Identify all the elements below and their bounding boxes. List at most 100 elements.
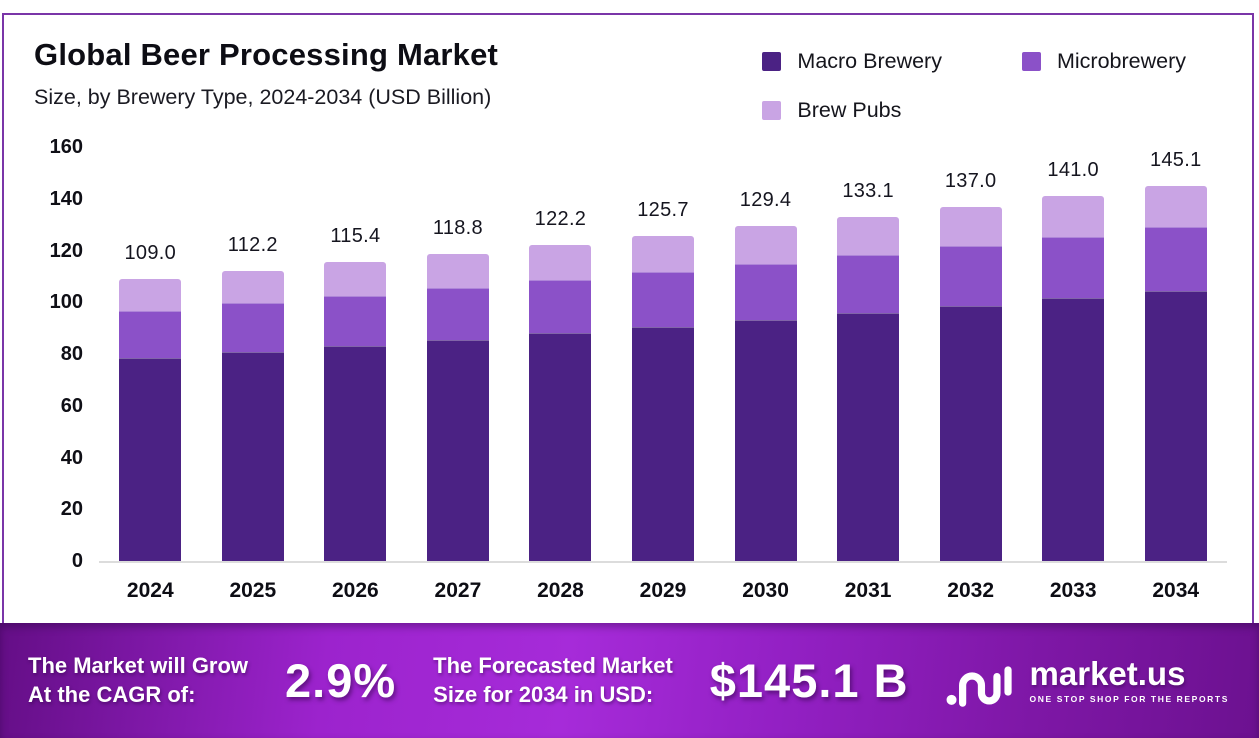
y-axis-tick-80: 80: [60, 343, 83, 365]
y-axis-tick-140: 140: [49, 187, 83, 210]
bar-segment-microbrewery: [734, 263, 797, 320]
bar-column-2024: 109.0: [99, 149, 202, 561]
chart-plot-section: 0 20 40 60 80 100 120 140 160 109.0 112.2 115.4 118.…: [4, 137, 1252, 603]
x-axis-label-2028: 2028: [537, 579, 584, 602]
bar-segment-brew-pubs: [939, 206, 1002, 247]
bar-column-2026: 115.4: [304, 149, 407, 561]
bar-segment-macro-brewery: [221, 351, 284, 561]
bar-segment-macro-brewery: [632, 326, 694, 561]
bar-total-label-2033: 141.0: [1047, 159, 1099, 182]
chart-header: Global Beer Processing Market Size, by B…: [4, 15, 1252, 123]
bar-total-label-2025: 112.2: [227, 233, 278, 256]
bar-segment-microbrewery: [221, 303, 284, 352]
plot-area: 0 20 40 60 80 100 120 140 160 109.0 112.2 115.4 118.…: [50, 137, 1227, 571]
x-axis-label-2026: 2026: [332, 579, 379, 602]
bar-total-label-2024: 109.0: [124, 241, 177, 264]
x-axis-label-2034: 2034: [1152, 579, 1200, 602]
bar-total-label-2027: 118.8: [432, 216, 483, 239]
bar-column-2031: 133.1: [817, 149, 920, 561]
y-axis-tick-160: 160: [49, 136, 83, 158]
y-axis-tick-0: 0: [71, 550, 83, 572]
stacked-bar-2031: [837, 216, 900, 561]
bar-total-label-2032: 137.0: [944, 169, 997, 192]
title-block: Global Beer Processing Market Size, by B…: [34, 37, 498, 110]
bar-segment-macro-brewery: [426, 339, 489, 561]
bar-column-2030: 129.4: [714, 149, 817, 561]
forecast-label-line1: The Forecasted Market: [433, 652, 673, 678]
chart-card: Global Beer Processing Market Size, by B…: [2, 13, 1254, 623]
footer-banner: The Market will Grow At the CAGR of: 2.9…: [0, 623, 1259, 738]
stacked-bar-2029: [632, 235, 694, 561]
marketus-logo-icon: [946, 665, 1012, 707]
bar-column-2029: 125.7: [612, 149, 715, 561]
bar-segment-brew-pubs: [734, 226, 797, 264]
legend-label: Microbrewery: [1056, 49, 1186, 73]
x-axis-label-2032: 2032: [947, 579, 994, 602]
legend-item-macro-brewery: Macro Brewery: [762, 49, 942, 74]
logo-tagline: ONE STOP SHOP FOR THE REPORTS: [1029, 694, 1229, 704]
y-axis-tick-40: 40: [60, 446, 83, 469]
bar-segment-brew-pubs: [426, 253, 489, 289]
bar-column-2033: 141.0: [1022, 149, 1125, 561]
forecast-value: $145.1 B: [709, 654, 909, 707]
stacked-bar-2030: [734, 226, 797, 561]
bar-column-2027: 118.8: [407, 149, 510, 561]
cagr-label-line1: The Market will Grow: [28, 652, 249, 678]
x-axis-label-2029: 2029: [639, 579, 687, 602]
bar-total-label-2030: 129.4: [739, 189, 792, 212]
cagr-label-line2: At the CAGR of:: [28, 681, 196, 707]
bar-segment-macro-brewery: [1042, 298, 1105, 561]
bar-total-label-2034: 145.1: [1149, 148, 1202, 171]
y-axis-tick-100: 100: [49, 291, 83, 314]
legend-item-microbrewery: Microbrewery: [1021, 49, 1186, 74]
stacked-bar-2026: [324, 262, 387, 561]
bar-segment-macro-brewery: [119, 357, 182, 561]
x-axis-label-2030: 2030: [742, 579, 789, 602]
bar-segment-microbrewery: [939, 246, 1002, 306]
bar-segment-macro-brewery: [837, 313, 900, 561]
x-axis-label-2033: 2033: [1049, 579, 1097, 602]
legend-item-brew-pubs: Brew Pubs: [762, 98, 942, 123]
forecast-label: The Forecasted Market Size for 2034 in U…: [433, 652, 673, 709]
bar-segment-microbrewery: [529, 280, 592, 334]
bar-segment-brew-pubs: [837, 216, 900, 256]
bar-segment-macro-brewery: [529, 333, 592, 561]
stacked-bar-2032: [939, 206, 1002, 561]
logo-text-block: market.us ONE STOP SHOP FOR THE REPORTS: [1030, 657, 1229, 704]
cagr-value: 2.9%: [285, 654, 397, 707]
y-axis-tick-20: 20: [60, 498, 83, 521]
bar-segment-brew-pubs: [1042, 196, 1105, 238]
x-axis-label-2027: 2027: [434, 579, 482, 602]
bar-segment-microbrewery: [1144, 227, 1207, 291]
legend: Macro Brewery Microbrewery Brew Pubs: [762, 37, 1186, 123]
y-axis-tick-120: 120: [49, 239, 83, 262]
bar-column-2025: 112.2: [202, 149, 305, 561]
legend-swatch-macro-brewery: [762, 52, 782, 71]
bar-segment-brew-pubs: [324, 262, 387, 296]
bar-segment-macro-brewery: [734, 319, 797, 561]
stacked-bar-2034: [1144, 185, 1207, 561]
bar-segment-microbrewery: [426, 288, 489, 340]
page-title: Global Beer Processing Market: [34, 37, 499, 72]
bar-total-label-2029: 125.7: [637, 198, 689, 221]
bar-segment-microbrewery: [632, 272, 694, 327]
stacked-bar-2033: [1042, 196, 1105, 561]
legend-label: Brew Pubs: [797, 98, 902, 122]
chart-subtitle: Size, by Brewery Type, 2024-2034 (USD Bi…: [34, 85, 492, 109]
y-axis-tick-60: 60: [60, 394, 83, 417]
bar-column-2034: 145.1: [1124, 149, 1227, 561]
bar-segment-macro-brewery: [1144, 290, 1207, 561]
x-axis-label-2025: 2025: [229, 579, 277, 602]
legend-label: Macro Brewery: [797, 49, 942, 73]
logo-wordmark: market.us: [1029, 655, 1186, 692]
bar-segment-brew-pubs: [1144, 185, 1207, 228]
x-axis-label-2024: 2024: [126, 579, 174, 602]
bar-total-label-2031: 133.1: [842, 179, 894, 202]
forecast-label-line2: Size for 2034 in USD:: [433, 681, 654, 707]
bar-segment-brew-pubs: [221, 270, 284, 304]
legend-swatch-microbrewery: [1021, 52, 1041, 71]
bar-segment-macro-brewery: [939, 305, 1002, 561]
bar-column-2028: 122.2: [509, 149, 612, 561]
legend-swatch-brew-pubs: [762, 101, 782, 120]
